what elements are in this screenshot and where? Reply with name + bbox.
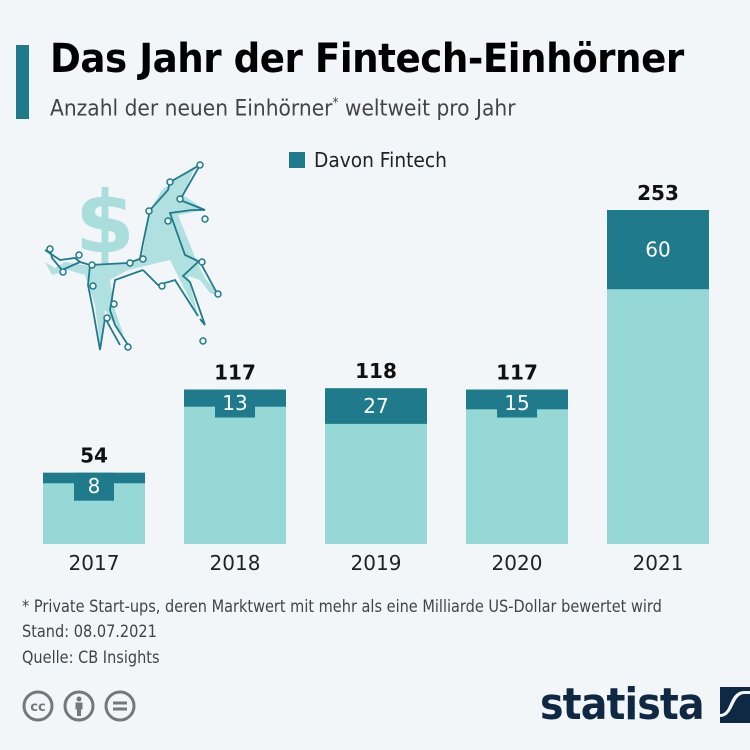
bar-chart: $ 8 54 2017 13 117 2018 27 118 2019 15 117 2020 60 25… (43, 161, 709, 575)
svg-text:cc: cc (30, 700, 45, 715)
bars-group: 8 54 2017 13 117 2018 27 118 2019 15 117 2020 60 253 2… (43, 181, 709, 575)
fintech-value-label-2021: 60 (645, 238, 670, 262)
fintech-value-label-2018: 13 (222, 391, 247, 415)
subtitle-text-rest: weltweit pro Jahr (338, 96, 516, 122)
title-accent-bar (16, 45, 29, 119)
total-value-label-2020: 117 (496, 361, 538, 385)
x-tick-label-2021: 2021 (633, 551, 684, 575)
fintech-label-box-2017 (74, 472, 114, 501)
subtitle: Anzahl der neuen Einhörner* weltweit pro… (50, 96, 516, 121)
cc-icon[interactable]: cc (22, 690, 54, 722)
footnote: * Private Start-ups, deren Marktwert mit… (22, 597, 662, 616)
dollar-sign-icon: $ (75, 173, 135, 273)
total-value-label-2017: 54 (80, 444, 108, 468)
attribution-icon[interactable] (63, 690, 95, 722)
fintech-value-label-2017: 8 (88, 474, 101, 498)
bar-fintech-2019 (325, 388, 427, 424)
total-value-label-2021: 253 (637, 181, 679, 205)
x-tick-label-2017: 2017 (69, 551, 120, 575)
subtitle-footnote-mark: * (332, 96, 339, 111)
legend-label-fintech: Davon Fintech (314, 148, 447, 172)
statista-wordmark: statista (540, 679, 705, 730)
fintech-label-box-2018 (215, 389, 255, 418)
x-tick-label-2020: 2020 (492, 551, 543, 575)
unicorn-dollar-icon: $ (44, 161, 222, 351)
date-note: Stand: 08.07.2021 (22, 622, 157, 641)
no-derivatives-icon[interactable] (104, 690, 136, 722)
license-icons: cc (22, 690, 136, 722)
statista-logo-mark-icon (719, 687, 750, 723)
statista-logo[interactable]: statista (540, 683, 750, 727)
unicorn-nodes (46, 161, 222, 351)
subtitle-text: Anzahl der neuen Einhörner (50, 96, 333, 122)
fintech-label-box-2020 (497, 389, 537, 418)
legend: Davon Fintech (289, 148, 457, 172)
x-tick-label-2019: 2019 (351, 551, 402, 575)
total-value-label-2019: 118 (355, 359, 397, 383)
source-note: Quelle: CB Insights (22, 648, 160, 667)
page-title: Das Jahr der Fintech-Einhörner (50, 36, 684, 82)
unicorn-silhouette (45, 165, 220, 345)
bar-fintech-2021 (607, 210, 709, 290)
fintech-value-label-2019: 27 (363, 394, 388, 418)
total-value-label-2018: 117 (214, 361, 256, 385)
fintech-value-label-2020: 15 (504, 391, 529, 415)
x-tick-label-2018: 2018 (210, 551, 261, 575)
legend-swatch-fintech (289, 152, 305, 168)
